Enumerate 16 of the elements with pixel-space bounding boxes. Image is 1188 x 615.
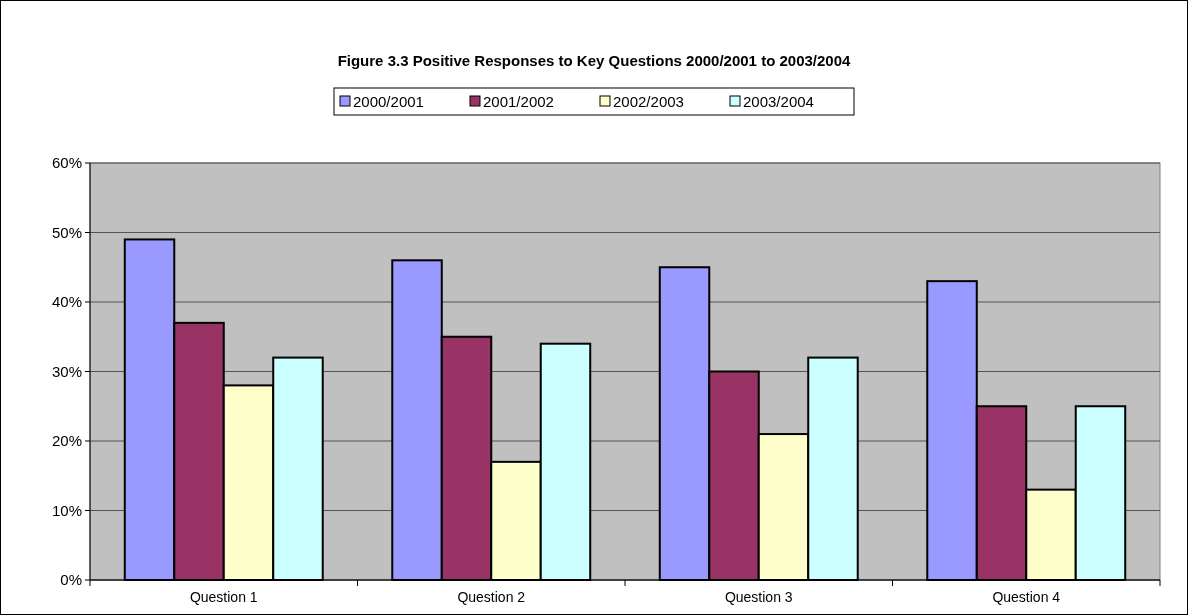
y-tick-label: 40%: [51, 293, 82, 311]
y-tick-label: 60%: [51, 154, 82, 172]
legend-label: 2003/2004: [743, 93, 814, 111]
y-tick-label: 30%: [51, 362, 82, 380]
x-tick-label: Question 1: [189, 589, 258, 605]
x-tick-label: Question 4: [992, 589, 1061, 605]
y-tick-label: 0%: [60, 571, 82, 589]
legend-label: 2001/2002: [483, 93, 554, 111]
chart-title: Figure 3.3 Positive Responses to Key Questions 2000/2001 to 2003/2004: [337, 52, 852, 69]
legend-label: 2000/2001: [353, 93, 424, 111]
legend-label: 2002/2003: [613, 93, 684, 111]
y-tick-label: 10%: [51, 501, 82, 519]
x-tick-label: Question 2: [457, 589, 526, 605]
x-tick-label: Question 3: [724, 589, 793, 605]
y-tick-label: 20%: [51, 432, 82, 450]
y-tick-label: 50%: [51, 223, 82, 241]
